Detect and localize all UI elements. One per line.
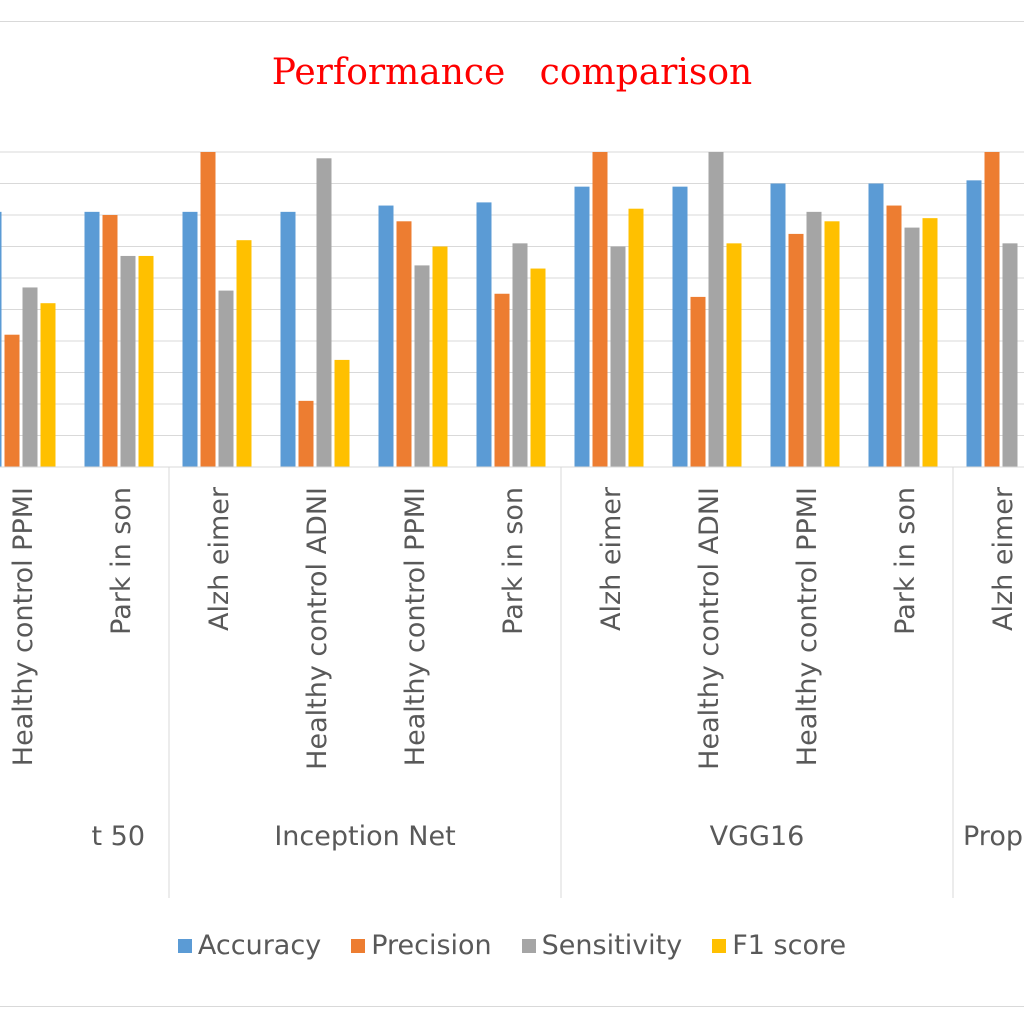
group-label: Inception Net — [274, 821, 455, 852]
legend-item-sensitivity: Sensitivity — [521, 930, 683, 961]
category-label: Alzh eimer — [596, 486, 627, 631]
bar-sensitivity — [316, 158, 332, 468]
bar-f1-score — [334, 359, 350, 467]
bar-sensitivity — [22, 287, 38, 467]
bar-precision — [396, 221, 412, 467]
bar-accuracy — [770, 183, 786, 467]
bar-precision — [298, 400, 314, 467]
legend-swatch-f1-score — [712, 938, 727, 953]
group-label: t 50 — [91, 821, 145, 852]
legend-swatch-accuracy — [177, 938, 192, 953]
legend-item-accuracy: Accuracy — [177, 930, 322, 961]
category-label: Healthy control PPMI — [792, 487, 823, 766]
bar-precision — [102, 215, 118, 467]
bar-precision — [494, 293, 510, 467]
legend-label-accuracy: Accuracy — [197, 930, 322, 961]
legend-label-f1-score: F1 score — [732, 930, 847, 961]
bar-precision — [984, 152, 1000, 467]
bar-precision — [4, 334, 20, 467]
category-label: Alzh eimer — [988, 486, 1019, 631]
bar-sensitivity — [120, 255, 136, 467]
bar-accuracy — [84, 211, 100, 467]
bar-sensitivity — [904, 227, 920, 467]
bar-f1-score — [432, 246, 448, 467]
group-label: VGG16 — [710, 821, 805, 852]
bar-precision — [690, 296, 706, 467]
bar-precision — [592, 152, 608, 467]
group-label: Prop — [963, 821, 1023, 852]
bar-accuracy — [868, 183, 884, 467]
category-label: Park in son — [106, 487, 137, 635]
bar-accuracy — [574, 186, 590, 467]
bar-accuracy — [0, 211, 2, 467]
bar-precision — [200, 152, 216, 467]
category-label: Park in son — [498, 487, 529, 635]
bar-precision — [788, 233, 804, 467]
bar-f1-score — [726, 243, 742, 467]
bar-f1-score — [922, 218, 938, 467]
legend-label-precision: Precision — [371, 930, 492, 961]
category-label: Healthy control ADNI — [694, 487, 725, 770]
chart-frame — [0, 21, 1024, 1007]
legend-swatch-sensitivity — [521, 938, 536, 953]
bar-accuracy — [378, 205, 394, 468]
legend-label-sensitivity: Sensitivity — [541, 930, 683, 961]
legend-swatch-precision — [351, 938, 366, 953]
bar-f1-score — [628, 208, 644, 467]
bar-f1-score — [824, 221, 840, 467]
bar-sensitivity — [218, 290, 234, 467]
legend-item-precision: Precision — [351, 930, 492, 961]
bar-accuracy — [966, 180, 982, 467]
bar-sensitivity — [610, 246, 626, 467]
bar-sensitivity — [414, 265, 430, 467]
bar-f1-score — [530, 268, 546, 467]
category-label: Healthy control PPMI — [400, 487, 431, 766]
category-label: Alzh eimer — [204, 486, 235, 631]
bar-accuracy — [280, 211, 296, 467]
bar-accuracy — [182, 211, 198, 467]
bar-sensitivity — [708, 152, 724, 467]
category-label: Healthy control ADNI — [302, 487, 333, 770]
bar-accuracy — [672, 186, 688, 467]
bar-f1-score — [138, 255, 154, 467]
bar-f1-score — [236, 240, 252, 467]
chart-title: Performance comparison — [271, 52, 753, 93]
bar-sensitivity — [512, 243, 528, 467]
category-label: Park in son — [890, 487, 921, 635]
bar-precision — [886, 205, 902, 468]
chart-legend: Accuracy Precision Sensitivity F1 score — [0, 930, 1024, 961]
legend-item-f1-score: F1 score — [712, 930, 846, 961]
category-label: Healthy control PPMI — [8, 487, 39, 766]
bar-sensitivity — [806, 211, 822, 467]
bar-f1-score — [40, 303, 56, 467]
bar-sensitivity — [1002, 243, 1018, 467]
bar-accuracy — [476, 202, 492, 467]
